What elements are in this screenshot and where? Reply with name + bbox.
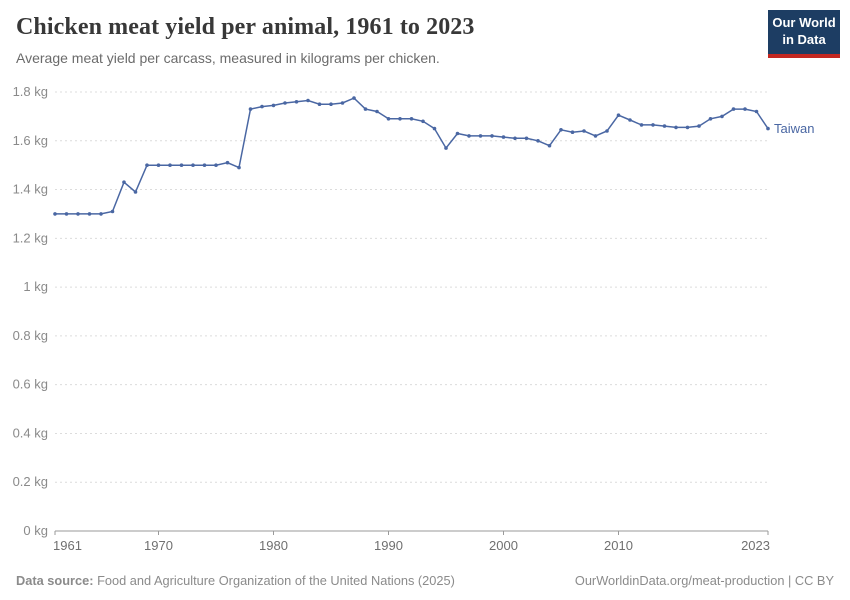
x-axis-label: 2010 [604,538,633,553]
data-point [490,134,494,138]
data-point [605,129,609,133]
data-point [628,118,632,122]
data-point [179,163,184,167]
data-point [616,113,621,117]
data-point [409,117,414,121]
data-point [352,96,356,100]
y-axis-label: 1 kg [23,279,48,294]
owid-logo[interactable]: Our World in Data [768,10,840,58]
data-point [294,100,299,104]
data-point [329,102,333,106]
data-point [110,209,115,214]
data-point [386,117,391,121]
data-point [708,117,713,121]
data-point [559,128,563,132]
data-point [421,119,425,124]
data-point [363,107,368,111]
data-point [375,109,379,114]
y-axis-label: 0.8 kg [13,328,48,343]
data-point [444,146,448,150]
data-point [122,180,126,184]
data-point [501,135,506,139]
data-point [237,165,241,170]
y-axis-label: 1.2 kg [13,230,48,245]
y-axis-label: 0.6 kg [13,377,48,392]
x-axis-label: 1990 [374,538,403,553]
series-line[interactable] [55,97,769,215]
data-source-label: Data source: [16,573,94,588]
data-point [743,107,747,111]
data-point [513,136,517,141]
y-axis-label: 0 kg [23,523,48,538]
data-point [582,129,586,133]
data-point [674,125,678,130]
x-axis-label: 2000 [489,538,518,553]
chart-title: Chicken meat yield per animal, 1961 to 2… [16,14,475,40]
data-point [271,103,276,108]
data-point [191,163,195,167]
x-axis-label: 1961 [53,538,82,553]
y-axis-label: 1.4 kg [13,182,48,197]
data-source: Data source: Food and Agriculture Organi… [16,573,455,588]
data-point [340,101,345,105]
data-point [432,126,437,131]
data-point [317,102,322,106]
data-point [202,163,207,167]
data-point [398,117,402,121]
y-axis-label: 1.8 kg [13,84,48,99]
data-source-text: Food and Agriculture Organization of the… [93,573,455,588]
data-point [156,163,161,167]
data-point [697,124,701,128]
data-point [225,160,230,165]
data-point [455,131,460,136]
owid-citation-link[interactable]: OurWorldinData.org/meat-production | CC … [574,573,834,588]
data-point [64,212,69,216]
y-axis-label: 0.2 kg [13,474,48,489]
x-axis-label: 2023 [741,538,770,553]
data-point [214,163,218,167]
data-point [639,123,644,127]
data-point [754,109,759,114]
chart-footer: Data source: Food and Agriculture Organi… [0,573,850,588]
data-point [53,212,57,216]
data-point [478,134,483,138]
data-point [260,104,264,109]
data-point [536,139,540,143]
data-point [766,126,770,131]
data-point [248,107,253,111]
series-taiwan[interactable] [53,96,770,216]
chart-subtitle: Average meat yield per carcass, measured… [16,50,440,66]
series-end-label[interactable]: Taiwan [774,121,814,136]
data-point [283,101,287,105]
data-point [76,212,80,216]
y-axis-label: 1.6 kg [13,133,48,148]
data-point [662,124,667,128]
y-axis-label: 0.4 kg [13,425,48,440]
data-point [524,136,529,141]
data-point [720,114,724,119]
data-point [99,212,103,216]
owid-logo-line2: in Data [782,31,826,47]
data-point [731,107,736,111]
owid-logo-line1: Our World [772,15,836,30]
data-point [685,125,690,130]
line-chart: 0 kg 0.2 kg 0.4 kg 0.6 kg 0.8 kg 1 kg 1.2 kg 1.… [13,84,815,553]
x-axis-label: 1980 [259,538,288,553]
data-point [145,163,149,167]
data-point [87,212,92,216]
x-axis-label: 1970 [144,538,173,553]
data-point [133,190,138,194]
data-point [651,123,655,127]
data-point [570,130,575,134]
data-point [306,98,310,103]
data-point [168,163,172,167]
data-point [467,134,471,138]
data-point [593,134,598,138]
data-point [547,143,552,148]
